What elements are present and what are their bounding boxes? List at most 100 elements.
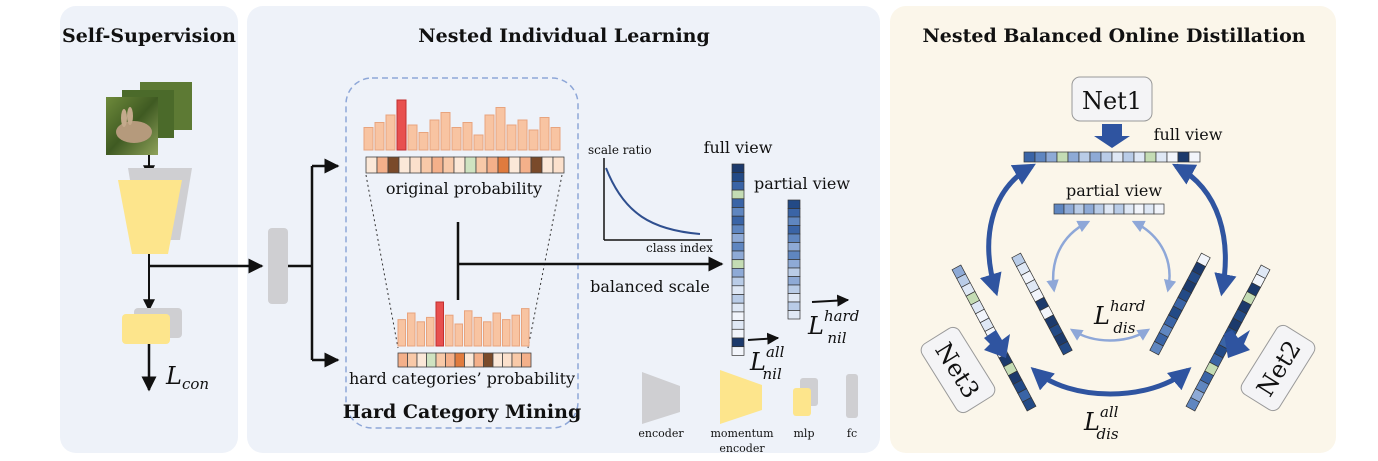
logit-cell bbox=[1034, 151, 1047, 163]
logit-cell bbox=[731, 207, 745, 217]
histogram-bar bbox=[451, 127, 462, 151]
logit-cell bbox=[731, 189, 745, 200]
logit-cell bbox=[1053, 203, 1065, 215]
logit-cell bbox=[1177, 151, 1190, 163]
logit-cell bbox=[731, 241, 745, 252]
distill-arc-right bbox=[1172, 163, 1237, 297]
logit-cell bbox=[1083, 203, 1095, 215]
histogram-bar bbox=[521, 308, 530, 347]
partial-view-label-nil: partial view bbox=[754, 174, 850, 193]
logit-cell bbox=[787, 284, 801, 294]
full-view-strip bbox=[731, 163, 745, 356]
logit-cell bbox=[787, 250, 801, 260]
logit-cell bbox=[787, 259, 801, 269]
logit-cell bbox=[1063, 203, 1075, 215]
distill-arc-left bbox=[979, 163, 1036, 297]
logit-cell bbox=[1073, 203, 1085, 215]
logit-cell bbox=[787, 242, 801, 252]
logit-cell bbox=[731, 302, 745, 313]
logit-cell bbox=[731, 250, 745, 261]
histogram-bar bbox=[418, 132, 429, 151]
logit-cell bbox=[731, 276, 745, 287]
probability-cell bbox=[464, 156, 477, 174]
logit-cell bbox=[1123, 203, 1135, 215]
logit-cell bbox=[731, 215, 745, 226]
logit-cell bbox=[731, 311, 745, 321]
logit-cell bbox=[1103, 203, 1115, 215]
logit-cell bbox=[787, 293, 801, 303]
logit-cell bbox=[787, 310, 801, 320]
histogram-bar bbox=[550, 127, 561, 151]
encoder-trapezoid bbox=[118, 180, 182, 254]
legend-momentum-label-1: momentum bbox=[710, 427, 774, 440]
logit-cell bbox=[731, 259, 745, 269]
histogram-bar bbox=[473, 316, 482, 347]
legend: encoder momentum encoder mlp fc bbox=[638, 370, 858, 455]
distill-arc-inner-bottom bbox=[1069, 328, 1151, 342]
histogram-bar-highlight bbox=[396, 99, 407, 151]
legend-fc-icon bbox=[846, 374, 858, 418]
histogram-bar bbox=[483, 321, 492, 347]
logit-cell bbox=[1067, 151, 1080, 163]
histogram-bar bbox=[397, 319, 406, 347]
probability-cell bbox=[521, 352, 532, 368]
histogram-bar bbox=[539, 117, 550, 151]
curve-xlabel: class index bbox=[646, 241, 713, 255]
logit-cell bbox=[731, 172, 745, 182]
distill-arc-bottom bbox=[1030, 367, 1192, 397]
logit-cell bbox=[787, 233, 801, 243]
logit-cell bbox=[1143, 203, 1155, 215]
net3-arrow bbox=[984, 330, 1010, 358]
balanced-scale-label: balanced scale bbox=[590, 277, 710, 296]
logit-cell bbox=[1133, 203, 1145, 215]
full-view-label-dis: full view bbox=[1154, 125, 1223, 144]
probability-cell bbox=[464, 352, 475, 368]
legend-encoder-icon bbox=[642, 372, 680, 424]
logit-cell bbox=[1100, 151, 1113, 163]
histogram-bar bbox=[464, 310, 473, 347]
full-view-label-nil: full view bbox=[704, 138, 773, 157]
histogram-bar bbox=[495, 107, 506, 151]
hard-category-mining-label: Hard Category Mining bbox=[343, 401, 581, 423]
logit-cell bbox=[731, 337, 745, 348]
logit-cell bbox=[1149, 340, 1164, 356]
probability-cell bbox=[376, 156, 389, 174]
logit-cell bbox=[787, 225, 801, 235]
scale-ratio-curve: scale ratio class index bbox=[588, 143, 713, 255]
probability-cell bbox=[502, 352, 513, 368]
full-view-strip-net3 bbox=[951, 264, 1037, 412]
logit-cell bbox=[1153, 203, 1165, 215]
logit-cell bbox=[1188, 151, 1201, 163]
hard-category-mining-box bbox=[345, 77, 579, 429]
loss-con: Lcon bbox=[165, 362, 209, 393]
hard-probability-strip bbox=[397, 352, 532, 368]
original-histogram bbox=[363, 99, 561, 151]
original-probability-strip bbox=[365, 156, 565, 174]
probability-cell bbox=[426, 352, 437, 368]
legend-momentum-icon bbox=[720, 370, 762, 424]
probability-cell bbox=[508, 156, 521, 174]
partial-view-label-dis: partial view bbox=[1066, 181, 1162, 200]
histogram-bar bbox=[445, 314, 454, 347]
logit-cell bbox=[787, 267, 801, 277]
probability-cell bbox=[511, 352, 522, 368]
histogram-bar bbox=[517, 119, 528, 151]
logit-cell bbox=[1122, 151, 1135, 163]
logit-cell bbox=[1133, 151, 1146, 163]
histogram-bar bbox=[506, 124, 517, 151]
net1-box bbox=[1071, 76, 1153, 122]
histogram-bar bbox=[492, 312, 501, 347]
logit-cell bbox=[1111, 151, 1124, 163]
legend-fc-label: fc bbox=[847, 427, 857, 440]
logit-cell bbox=[731, 181, 745, 191]
probability-cell bbox=[431, 156, 444, 174]
histogram-bar bbox=[528, 129, 539, 151]
histogram-bar bbox=[484, 114, 495, 151]
histogram-bar bbox=[440, 112, 451, 151]
full-view-strip-net2 bbox=[1185, 264, 1271, 412]
hard-probability-label: hard categories’ probability bbox=[349, 369, 575, 388]
mlp-block bbox=[122, 314, 170, 344]
histogram-bar bbox=[429, 119, 440, 151]
probability-cell bbox=[407, 352, 418, 368]
histogram-bar bbox=[454, 323, 463, 347]
